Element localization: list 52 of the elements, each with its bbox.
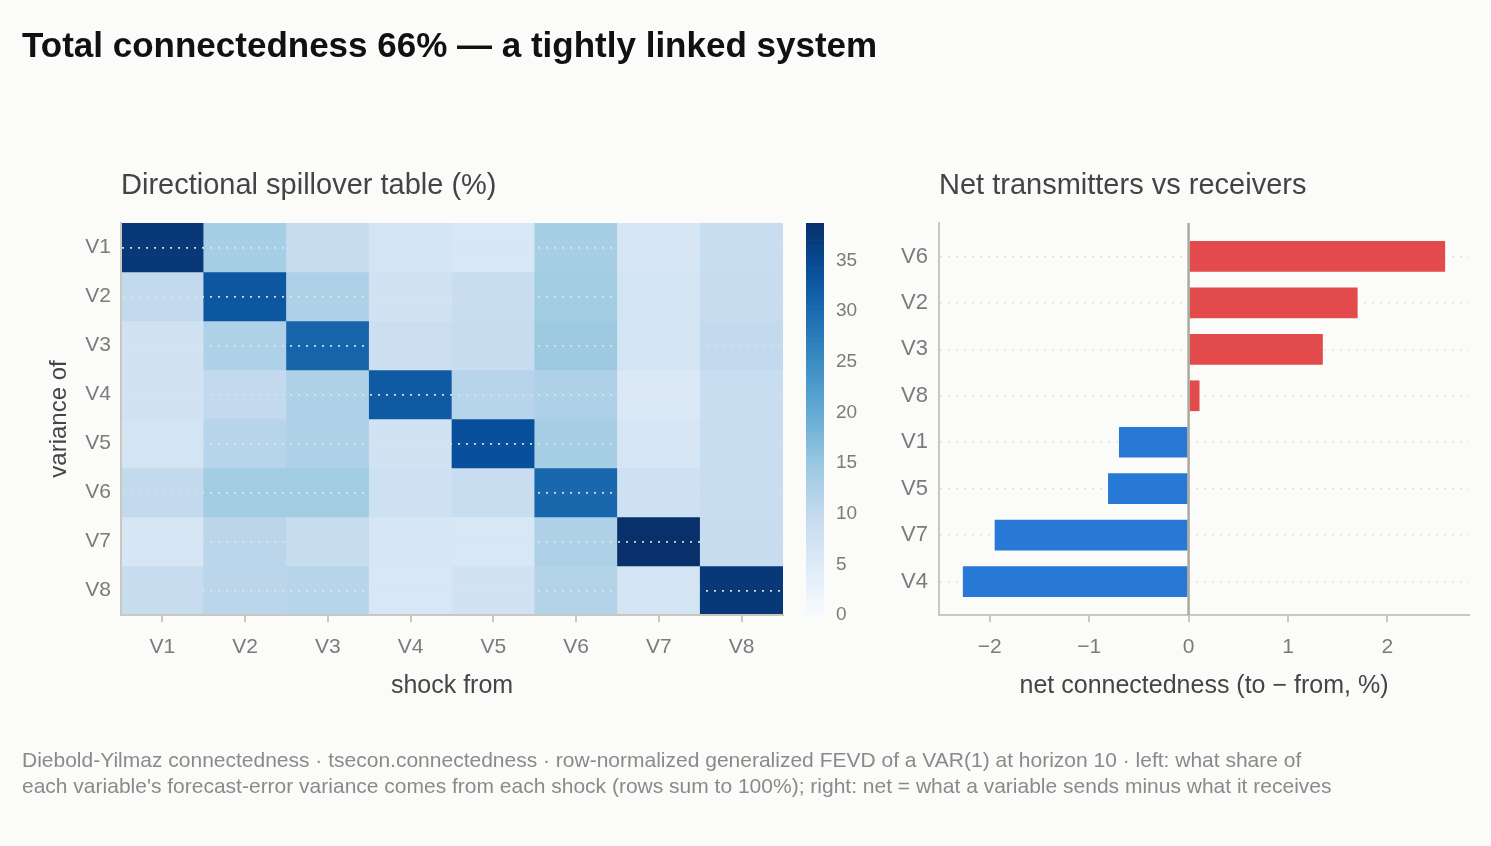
bar xyxy=(1189,334,1323,365)
x-tick-label: −2 xyxy=(977,634,1002,658)
chart-subtitle: Net transmitters vs receivers xyxy=(939,167,1307,202)
color-bar-label: 25 xyxy=(836,350,858,371)
y-axis-title: variance of xyxy=(44,359,72,478)
x-tick-label: V6 xyxy=(563,634,589,658)
y-tick-label: V6 xyxy=(85,479,111,503)
x-tick-label: V8 xyxy=(728,634,755,658)
bar xyxy=(1118,426,1188,458)
x-tick-label: V4 xyxy=(397,634,424,658)
y-tick-label: V8 xyxy=(85,577,111,601)
y-tick-label: V8 xyxy=(901,381,928,407)
color-bar-label: 0 xyxy=(836,603,847,625)
bar xyxy=(962,566,1188,597)
bar xyxy=(994,519,1188,551)
color-bar-label: 15 xyxy=(836,451,858,473)
color-bar-label: 20 xyxy=(836,400,858,422)
x-tick-label: 1 xyxy=(1282,634,1294,658)
y-tick-label: V3 xyxy=(901,335,928,361)
y-tick-label: V3 xyxy=(85,332,111,356)
x-tick-label: V2 xyxy=(232,634,258,658)
y-tick-label: V6 xyxy=(901,242,928,268)
x-tick-label: 2 xyxy=(1381,634,1394,658)
bar xyxy=(1108,473,1188,504)
x-tick-label: 0 xyxy=(1182,634,1195,658)
bar xyxy=(1189,380,1200,412)
y-tick-label: V2 xyxy=(901,288,928,314)
bar xyxy=(1189,287,1358,319)
y-tick-label: V1 xyxy=(85,234,111,258)
y-tick-label: V4 xyxy=(85,381,112,405)
x-axis-title: net connectedness (to − from, %) xyxy=(1019,669,1389,698)
chart-subtitle: Directional spillover table (%) xyxy=(121,167,497,202)
y-tick-label: V1 xyxy=(901,428,928,454)
y-tick-label: V2 xyxy=(85,283,111,307)
y-tick-label: V5 xyxy=(85,430,111,454)
y-tick-label: V7 xyxy=(901,521,928,547)
x-tick-label: −1 xyxy=(1077,634,1102,658)
y-tick-label: V4 xyxy=(901,567,928,593)
x-tick-label: V7 xyxy=(646,634,672,658)
color-bar-label: 30 xyxy=(836,299,858,321)
text: Diebold-Yilmaz connectedness · tsecon.connectedness · row-normalized generalized FEVD of a VAR(1) at horizon 10 · left: what share of each variable's forecast-error variance comes from each shock (rows sum to 100%); right: net = what a variable sends minus what it receives xyxy=(22,747,1333,798)
color-bar-label: 10 xyxy=(836,501,858,523)
x-tick-label: V5 xyxy=(480,634,507,658)
y-tick-label: V7 xyxy=(85,528,111,552)
color-bar-label: 35 xyxy=(836,248,858,270)
bar xyxy=(1189,241,1446,272)
chart-title: Total connectedness 66% — a tightly linked system xyxy=(22,24,878,66)
color-bar-label: 5 xyxy=(836,552,847,574)
y-tick-label: V5 xyxy=(901,474,928,500)
x-axis-title: shock from xyxy=(390,669,514,698)
x-tick-label: V1 xyxy=(149,634,176,658)
x-tick-label: V3 xyxy=(315,634,341,658)
